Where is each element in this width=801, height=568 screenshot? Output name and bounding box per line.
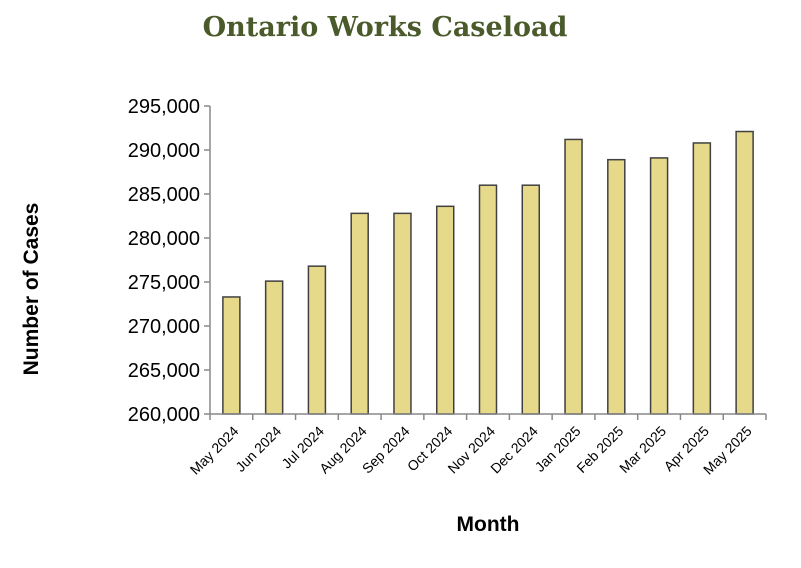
x-axis-title: Month xyxy=(457,513,520,536)
y-tick-label: 275,000 xyxy=(128,272,200,294)
y-tick-label: 290,000 xyxy=(128,140,200,162)
x-tick-label: Sep 2024 xyxy=(359,423,413,477)
bar xyxy=(564,138,583,415)
bar xyxy=(521,184,541,415)
y-tick-label: 260,000 xyxy=(128,404,200,426)
y-axis: 260,000 265,000 270,000 275,000 280,000 285,0… xyxy=(128,96,211,426)
bar xyxy=(735,130,754,415)
x-tick-label: Jun 2024 xyxy=(232,423,284,475)
bar xyxy=(350,212,369,415)
bar xyxy=(692,142,712,415)
chart-title: Ontario Works Caseload xyxy=(202,12,568,43)
y-tick-label: 270,000 xyxy=(128,316,200,338)
bar xyxy=(307,265,327,415)
bar xyxy=(649,157,669,415)
y-axis-title: Number of Cases xyxy=(20,203,43,376)
y-tick-label: 285,000 xyxy=(128,184,200,206)
y-tick-label: 265,000 xyxy=(128,360,200,382)
x-tick-label: May 2024 xyxy=(187,423,242,478)
bar xyxy=(264,280,284,415)
x-tick-label: Dec 2024 xyxy=(487,423,541,477)
bar xyxy=(607,158,626,415)
bars xyxy=(222,130,754,415)
bar xyxy=(393,212,412,415)
bar xyxy=(478,184,498,415)
bar xyxy=(435,205,455,415)
x-tick-label: Mar 2025 xyxy=(616,423,669,476)
y-tick-label: 280,000 xyxy=(128,228,200,250)
y-tick-label: 295,000 xyxy=(128,96,200,118)
bar xyxy=(222,296,241,415)
